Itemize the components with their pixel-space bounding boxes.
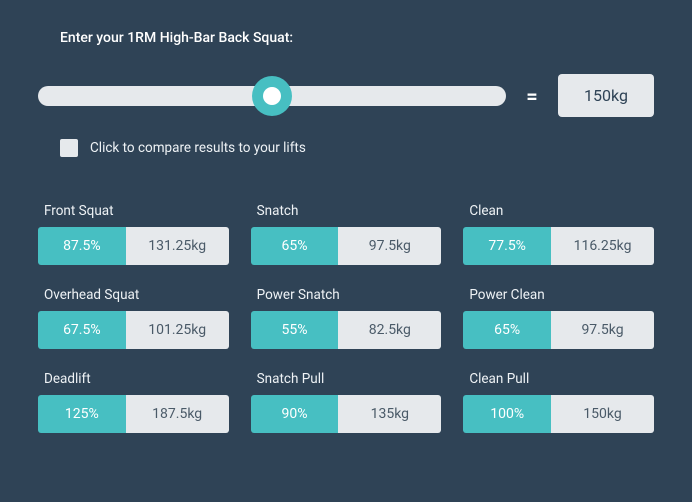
lift-value: 101.25kg: [126, 311, 229, 349]
lift-name: Deadlift: [38, 371, 229, 387]
lift-percentage: 67.5%: [38, 311, 126, 349]
slider-thumb[interactable]: [252, 76, 292, 116]
lift-value: 135kg: [338, 395, 441, 433]
lift-card: Overhead Squat 67.5% 101.25kg: [38, 287, 229, 349]
lift-percentage: 55%: [251, 311, 339, 349]
lift-bar: 65% 97.5kg: [463, 311, 654, 349]
lift-value: 82.5kg: [338, 311, 441, 349]
lift-percentage: 90%: [251, 395, 339, 433]
lift-value: 116.25kg: [551, 227, 654, 265]
lift-value: 97.5kg: [551, 311, 654, 349]
lift-card: Snatch Pull 90% 135kg: [251, 371, 442, 433]
lift-name: Clean Pull: [463, 371, 654, 387]
prompt-label: Enter your 1RM High-Bar Back Squat:: [60, 30, 654, 46]
lift-name: Front Squat: [38, 203, 229, 219]
lift-name: Power Snatch: [251, 287, 442, 303]
lift-bar: 90% 135kg: [251, 395, 442, 433]
lift-card: Clean Pull 100% 150kg: [463, 371, 654, 433]
slider[interactable]: [38, 76, 506, 116]
lift-card: Front Squat 87.5% 131.25kg: [38, 203, 229, 265]
lift-value: 150kg: [551, 395, 654, 433]
lift-value: 97.5kg: [338, 227, 441, 265]
lift-card: Clean 77.5% 116.25kg: [463, 203, 654, 265]
onerm-value: 150kg: [558, 74, 654, 117]
compare-row: Click to compare results to your lifts: [60, 139, 654, 157]
lifts-grid: Front Squat 87.5% 131.25kg Snatch 65% 97…: [38, 203, 654, 433]
lift-percentage: 87.5%: [38, 227, 126, 265]
lift-percentage: 65%: [463, 311, 551, 349]
lift-bar: 65% 97.5kg: [251, 227, 442, 265]
lift-name: Clean: [463, 203, 654, 219]
lift-card: Deadlift 125% 187.5kg: [38, 371, 229, 433]
lift-card: Snatch 65% 97.5kg: [251, 203, 442, 265]
lift-value: 131.25kg: [126, 227, 229, 265]
lift-bar: 100% 150kg: [463, 395, 654, 433]
equals-icon: =: [522, 84, 542, 108]
lift-percentage: 125%: [38, 395, 126, 433]
lift-bar: 55% 82.5kg: [251, 311, 442, 349]
lift-card: Power Clean 65% 97.5kg: [463, 287, 654, 349]
lift-value: 187.5kg: [126, 395, 229, 433]
lift-percentage: 100%: [463, 395, 551, 433]
lift-name: Snatch Pull: [251, 371, 442, 387]
lift-bar: 77.5% 116.25kg: [463, 227, 654, 265]
lift-bar: 67.5% 101.25kg: [38, 311, 229, 349]
lift-percentage: 77.5%: [463, 227, 551, 265]
slider-row: = 150kg: [38, 74, 654, 117]
lift-bar: 87.5% 131.25kg: [38, 227, 229, 265]
lift-name: Overhead Squat: [38, 287, 229, 303]
lift-name: Snatch: [251, 203, 442, 219]
compare-label: Click to compare results to your lifts: [90, 140, 306, 156]
compare-checkbox[interactable]: [60, 139, 78, 157]
lift-bar: 125% 187.5kg: [38, 395, 229, 433]
lift-name: Power Clean: [463, 287, 654, 303]
lift-percentage: 65%: [251, 227, 339, 265]
lift-card: Power Snatch 55% 82.5kg: [251, 287, 442, 349]
